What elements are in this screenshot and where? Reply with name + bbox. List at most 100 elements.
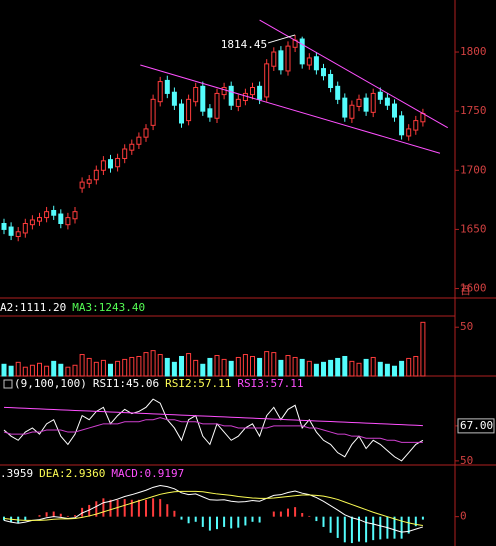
volume-bar xyxy=(278,359,284,377)
volume-bar xyxy=(349,360,355,377)
candle-body xyxy=(44,211,50,219)
y-tick-label: 0 xyxy=(460,510,467,523)
volume-bar xyxy=(22,366,28,377)
candle-body xyxy=(72,211,78,220)
volume-bar xyxy=(306,360,312,377)
candle-body xyxy=(370,92,376,113)
volume-bar xyxy=(384,363,390,377)
candle-body xyxy=(150,98,156,126)
indicator-label: .3959 xyxy=(0,467,33,480)
candle-body xyxy=(179,103,184,124)
candle-body xyxy=(399,115,405,136)
volume-bar xyxy=(370,356,376,377)
volume-bar xyxy=(221,358,227,377)
volume-bar xyxy=(392,365,397,377)
candle-body xyxy=(356,98,362,107)
peak-pointer xyxy=(267,34,296,44)
volume-bar xyxy=(264,351,270,377)
volume-bar xyxy=(72,364,78,377)
volume-bar xyxy=(8,365,14,377)
candle-body xyxy=(377,91,383,100)
candle-body xyxy=(250,87,255,96)
volume-bar xyxy=(150,350,156,377)
candle-body xyxy=(242,92,248,102)
candle-body xyxy=(285,45,291,72)
candle-body xyxy=(384,97,390,106)
volume-bar xyxy=(242,354,248,377)
candle-body xyxy=(136,136,142,145)
indicator-label: (9,100,100) xyxy=(14,377,87,390)
volume-bar xyxy=(51,360,57,377)
candle-body xyxy=(164,79,170,94)
candle-body xyxy=(363,97,369,112)
volume-bar xyxy=(207,357,213,377)
candle-body xyxy=(171,91,177,106)
candle-body xyxy=(37,217,42,222)
volume-bar xyxy=(179,355,184,377)
volume-bar xyxy=(58,363,64,377)
volume-bar xyxy=(328,359,334,377)
volume-bar xyxy=(413,355,419,377)
volume-bar xyxy=(29,364,35,377)
volume-bar xyxy=(122,358,128,377)
indicator-line xyxy=(3,406,423,427)
volume-bar xyxy=(363,358,369,377)
candle-body xyxy=(122,148,128,159)
volume-bar xyxy=(100,359,106,377)
y-tick-label: 50 xyxy=(460,454,473,467)
candle-body xyxy=(157,81,163,103)
candle-body xyxy=(299,38,305,65)
volume-bar xyxy=(271,352,277,377)
candle-body xyxy=(328,74,334,89)
volume-bar xyxy=(257,357,263,377)
volume-bar xyxy=(292,356,298,377)
candle-body xyxy=(264,63,270,98)
volume-bar xyxy=(228,360,234,377)
volume-bar xyxy=(313,363,319,377)
volume-bar xyxy=(342,355,348,377)
candle-body xyxy=(413,120,419,131)
volume-bar xyxy=(299,358,305,377)
volume-bar xyxy=(108,363,113,377)
candle-body xyxy=(22,223,28,234)
volume-bar xyxy=(377,361,383,377)
volume-bar xyxy=(15,361,21,377)
candle-body xyxy=(129,143,135,151)
indicator-line xyxy=(3,417,423,443)
volume-bar xyxy=(335,357,341,377)
candle-body xyxy=(278,50,284,71)
candle-body xyxy=(108,159,113,169)
y-tick-label: 1750 xyxy=(460,104,487,117)
volume-bar xyxy=(37,362,42,377)
y-tick-label: 67.00 xyxy=(460,419,493,432)
candle-body xyxy=(257,85,263,100)
volume-bar xyxy=(115,360,121,377)
volume-bar xyxy=(157,354,163,377)
y-tick-label: 1700 xyxy=(460,163,487,176)
indicator-label: RSI1:45.06 xyxy=(93,377,159,390)
candle-body xyxy=(193,87,199,103)
volume-bar xyxy=(321,361,326,377)
candle-body xyxy=(335,85,341,100)
y-tick-label: 1650 xyxy=(460,222,487,235)
volume-bar xyxy=(200,363,206,377)
candle-body xyxy=(406,128,412,137)
volume-bar xyxy=(193,359,199,377)
candle-body xyxy=(349,104,355,119)
volume-bar xyxy=(420,321,426,377)
candle-body xyxy=(235,98,241,107)
panel-icon xyxy=(3,379,13,389)
volume-bar xyxy=(129,356,135,377)
volume-bar xyxy=(79,354,85,377)
trend-line xyxy=(140,64,441,154)
volume-bar xyxy=(285,355,291,377)
volume-bar xyxy=(171,361,177,377)
candle-body xyxy=(51,209,57,216)
candle-body xyxy=(207,108,213,118)
volume-bar xyxy=(235,356,241,377)
volume-bar xyxy=(143,352,149,377)
candle-body xyxy=(100,160,106,171)
indicator-label: DEA:2.9360 xyxy=(39,467,105,480)
candle-body xyxy=(221,87,227,96)
candle-body xyxy=(321,68,326,77)
